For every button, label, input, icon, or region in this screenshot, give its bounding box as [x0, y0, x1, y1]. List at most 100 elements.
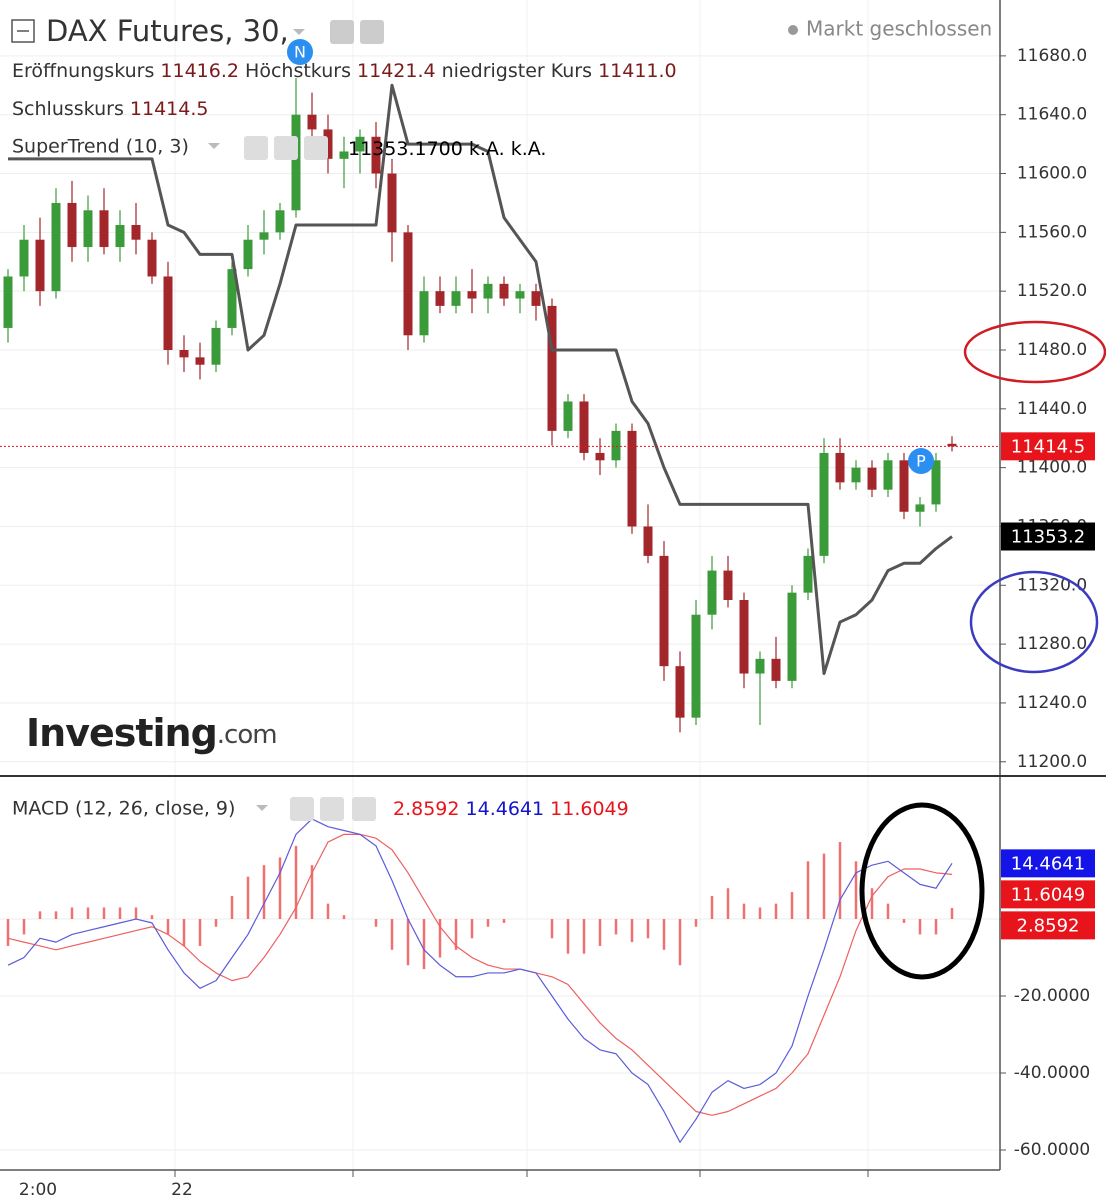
price-box-label: 14.4641: [1011, 853, 1085, 874]
candle-body: [339, 151, 349, 159]
candle-body: [771, 658, 781, 681]
macd-line: [7, 818, 953, 1143]
logo-name: Investing: [26, 711, 217, 755]
candle-body: [947, 443, 957, 447]
candle-body: [499, 283, 509, 299]
candle-body: [131, 225, 141, 240]
candle-body: [883, 460, 893, 490]
candle-body: [467, 291, 477, 299]
candle-body: [643, 526, 653, 556]
ohlc-legend: Eröffnungskurs 11416.2 Höchstkurs 11421.…: [12, 60, 677, 82]
candle-body: [595, 452, 605, 461]
candle-body: [67, 202, 77, 248]
settings-icon[interactable]: [274, 136, 298, 160]
x-tick-label: 2:00: [19, 1180, 57, 1200]
close-label: Schlusskurs: [12, 98, 124, 120]
y-tick-label: 11400.0: [1017, 458, 1087, 478]
candle-body: [403, 232, 413, 336]
logo: Investing.com: [26, 711, 277, 755]
high-value: 11421.4: [357, 60, 436, 82]
dropdown-icon[interactable]: [293, 29, 305, 35]
price-box-label: 11353.2: [1011, 527, 1085, 548]
candle-body: [515, 291, 525, 299]
annotation-ellipse: [969, 570, 1099, 674]
candle-body: [99, 210, 109, 248]
price-box: [1001, 849, 1095, 878]
candle-body: [547, 305, 557, 431]
candle-body: [739, 600, 749, 674]
candle-body: [19, 239, 29, 277]
y-tick-label: 11560.0: [1017, 222, 1087, 242]
event-marker-label: N: [294, 43, 306, 62]
supertrend-value-label: 11353.1700: [348, 138, 463, 160]
x-tick-label: 22: [171, 1180, 193, 1200]
candle-body: [723, 570, 733, 600]
candle-body: [931, 460, 941, 505]
price-box-label: 2.8592: [1017, 915, 1080, 936]
visibility-icon[interactable]: [330, 20, 354, 44]
high-label: Höchstkurs: [245, 60, 351, 82]
candle-body: [627, 430, 637, 527]
remove-icon[interactable]: [352, 797, 376, 821]
candle-body: [371, 136, 381, 174]
signal-line: [7, 833, 953, 1116]
price-labels: 11414.5 11353.2 14.4641 11.6049 2.8592: [1001, 432, 1095, 940]
candle-body: [707, 570, 717, 615]
event-marker[interactable]: [908, 448, 934, 474]
candle-body: [867, 467, 877, 490]
open-value: 11416.2: [160, 60, 239, 82]
candle-body: [243, 239, 253, 270]
candle-body: [195, 357, 205, 365]
remove-icon[interactable]: [304, 136, 328, 160]
candle-body: [803, 555, 813, 593]
y-tick-label: 11440.0: [1017, 399, 1087, 419]
candle-body: [835, 452, 845, 483]
annotation-ellipse: [859, 802, 985, 980]
dropdown-icon[interactable]: [256, 805, 268, 811]
y-tick-label: 11200.0: [1017, 752, 1087, 772]
histogram-value: 2.8592: [393, 798, 459, 820]
collapse-button[interactable]: [11, 19, 35, 43]
candle-body: [915, 504, 925, 512]
price-box: [1001, 522, 1095, 551]
visibility-icon[interactable]: [290, 797, 314, 821]
supertrend-line: [8, 83, 953, 676]
open-label: Eröffnungskurs: [12, 60, 154, 82]
y-tick-label: -20.0000: [1014, 986, 1090, 1006]
candle-body: [275, 210, 285, 233]
candle-body: [419, 291, 429, 336]
candle-body: [355, 136, 365, 152]
y-tick-label: 11280.0: [1017, 634, 1087, 654]
candle-body: [179, 350, 189, 358]
candle-body: [163, 276, 173, 350]
candle-body: [675, 666, 685, 718]
settings-icon[interactable]: [320, 797, 344, 821]
dropdown-icon[interactable]: [208, 143, 220, 149]
y-tick-label: 11240.0: [1017, 693, 1087, 713]
event-marker-label: P: [916, 452, 926, 471]
event-marker[interactable]: [287, 39, 313, 65]
candle-body: [755, 658, 765, 674]
low-value: 11411.0: [598, 60, 677, 82]
candle-body: [899, 460, 909, 512]
y-tick-label: -60.0000: [1014, 1140, 1090, 1160]
macd-value: 14.4641: [466, 798, 545, 820]
candle-body: [211, 327, 221, 365]
candle-body: [51, 202, 61, 292]
candle-body: [259, 232, 269, 240]
candle-body: [787, 592, 797, 681]
visibility-icon[interactable]: [244, 136, 268, 160]
candle-body: [291, 114, 301, 211]
status-dot: [788, 25, 798, 35]
supertrend-value: 11353.1700 k.A. k.A.: [348, 138, 546, 160]
plot: [0, 77, 1000, 1143]
y-tick-label: 11600.0: [1017, 164, 1087, 184]
settings-icon[interactable]: [360, 20, 384, 44]
price-box: [1001, 432, 1095, 461]
price-box-label: 11414.5: [1011, 436, 1085, 457]
candle-body: [483, 283, 493, 299]
na-label: k.A.: [469, 138, 505, 160]
low-label: niedrigster Kurs: [442, 60, 592, 82]
close-legend: Schlusskurs 11414.5: [12, 98, 208, 120]
